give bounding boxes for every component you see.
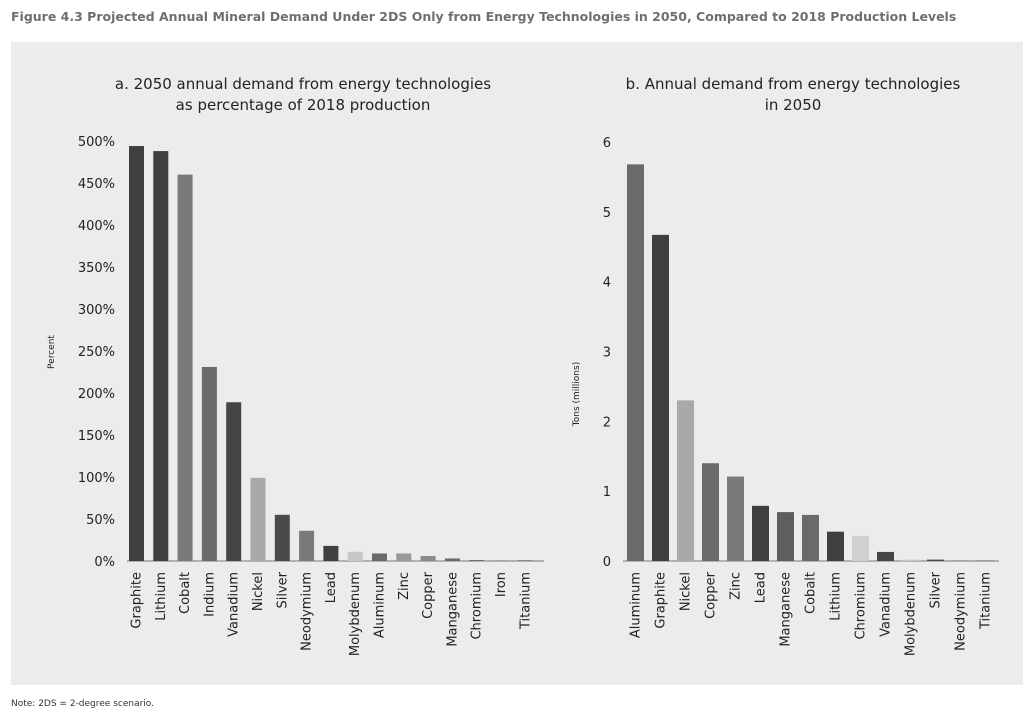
chart-b-ytick-label: 3: [603, 346, 611, 361]
chart-b-bar-vanadium: [877, 551, 894, 561]
chart-a-bar-iron: [493, 560, 509, 561]
chart-a-category-label: Zinc: [397, 572, 412, 600]
chart-a-ytick-label: 300%: [78, 303, 115, 318]
chart-b-category-label: Chromium: [854, 572, 869, 640]
chart-a-bar-cobalt: [177, 174, 193, 561]
chart-a-ytick-label: 400%: [78, 219, 115, 234]
chart-b-title: b. Annual demand from energy technologie…: [626, 75, 961, 93]
chart-b-bar-silver: [927, 559, 944, 561]
chart-b-category-label: Neodymium: [954, 572, 969, 651]
chart-b-ylabel: Tons (millions): [572, 362, 582, 427]
chart-b-category-label: Manganese: [779, 572, 794, 647]
chart-a-ytick-label: 350%: [78, 261, 115, 276]
chart-b-bar-lead: [752, 505, 769, 561]
chart-a-ytick-label: 100%: [78, 471, 115, 486]
chart-b-bar-cobalt: [802, 514, 819, 561]
chart-b: b. Annual demand from energy technologie…: [572, 75, 999, 656]
chart-b-category-label: Zinc: [729, 572, 744, 600]
chart-b-bar-chromium: [852, 535, 869, 561]
chart-panel: a. 2050 annual demand from energy techno…: [11, 42, 1023, 685]
chart-a-category-label: Cobalt: [178, 572, 193, 614]
chart-b-ytick-label: 0: [603, 555, 611, 570]
chart-a-bar-chromium: [469, 560, 485, 561]
chart-b-ytick-label: 4: [603, 276, 611, 291]
chart-b-bar-graphite: [652, 234, 669, 561]
chart-b-category-label: Lead: [754, 572, 769, 603]
chart-a-ytick-label: 200%: [78, 387, 115, 402]
chart-a-category-label: Manganese: [445, 572, 460, 647]
chart-b-category-label: Cobalt: [804, 572, 819, 614]
chart-b-category-label: Silver: [929, 571, 944, 608]
chart-a-ytick-label: 450%: [78, 177, 115, 192]
chart-a-category-label: Vanadium: [227, 572, 242, 637]
figure-title: Figure 4.3 Projected Annual Mineral Dema…: [11, 9, 957, 24]
chart-b-bar-titanium: [977, 560, 994, 562]
chart-a-bar-nickel: [250, 477, 266, 561]
chart-b-bar-nickel: [677, 400, 694, 561]
chart-b-ytick-label: 2: [603, 415, 611, 430]
chart-b-bar-zinc: [727, 476, 744, 561]
chart-a-ytick-label: 500%: [78, 135, 115, 150]
chart-a-category-label: Copper: [421, 571, 436, 619]
chart-a-bar-lead: [323, 545, 339, 561]
chart-a-bar-copper: [420, 555, 436, 561]
chart-a-bar-graphite: [129, 146, 144, 561]
chart-b-category-label: Nickel: [679, 572, 694, 611]
chart-a-category-label: Nickel: [251, 572, 266, 611]
chart-a-category-label: Silver: [275, 571, 290, 608]
chart-b-bar-lithium: [827, 531, 844, 561]
chart-a-ytick-label: 150%: [78, 429, 115, 444]
chart-a-ylabel: Percent: [47, 335, 57, 369]
chart-b-title-line2: in 2050: [765, 96, 822, 114]
chart-a-category-label: Graphite: [130, 572, 145, 629]
chart-b-bar-molybdenum: [902, 559, 919, 561]
chart-b-ytick-label: 6: [603, 136, 611, 151]
chart-a-bar-silver: [274, 514, 290, 561]
chart-b-bar-aluminum: [627, 164, 644, 561]
chart-b-category-label: Copper: [704, 571, 719, 619]
charts-svg: a. 2050 annual demand from energy techno…: [47, 75, 999, 656]
chart-a-category-label: Aluminum: [373, 572, 388, 638]
chart-b-bar-neodymium: [952, 560, 969, 562]
chart-a: a. 2050 annual demand from energy techno…: [47, 75, 544, 656]
chart-a-bar-indium: [201, 366, 217, 561]
chart-b-category-label: Molybdenum: [904, 572, 919, 656]
chart-a-category-label: Lead: [324, 572, 339, 603]
chart-a-ytick-label: 50%: [86, 513, 115, 528]
chart-a-bar-manganese: [444, 558, 460, 561]
chart-a-category-label: Indium: [202, 572, 217, 617]
chart-a-category-label: Titanium: [518, 572, 533, 630]
chart-a-bar-zinc: [396, 553, 412, 561]
chart-b-ytick-label: 5: [603, 206, 611, 221]
chart-a-ytick-label: 250%: [78, 345, 115, 360]
chart-a-bar-vanadium: [226, 402, 242, 561]
chart-b-category-label: Vanadium: [879, 572, 894, 637]
chart-b-category-label: Lithium: [829, 572, 844, 621]
chart-b-ytick-label: 1: [603, 485, 611, 500]
chart-a-bar-lithium: [153, 151, 169, 561]
chart-a-title: a. 2050 annual demand from energy techno…: [115, 75, 491, 93]
chart-b-category-label: Aluminum: [629, 572, 644, 638]
chart-a-category-label: Neodymium: [300, 572, 315, 651]
chart-a-ytick-label: 0%: [94, 555, 115, 570]
chart-a-bar-neodymium: [299, 530, 315, 561]
chart-a-bar-molybdenum: [347, 551, 363, 561]
chart-b-bar-manganese: [777, 512, 794, 561]
chart-a-category-label: Iron: [494, 572, 509, 597]
chart-b-category-label: Titanium: [979, 572, 994, 630]
chart-a-title-line2: as percentage of 2018 production: [176, 96, 431, 114]
chart-a-bar-aluminum: [372, 553, 387, 561]
chart-b-bar-copper: [702, 463, 719, 561]
note: Note: 2DS = 2-degree scenario.: [11, 699, 155, 709]
chart-a-category-label: Lithium: [154, 572, 169, 621]
chart-a-bar-titanium: [517, 560, 533, 561]
chart-a-category-label: Chromium: [470, 572, 485, 640]
chart-b-category-label: Graphite: [654, 572, 669, 629]
chart-a-category-label: Molybdenum: [348, 572, 363, 656]
